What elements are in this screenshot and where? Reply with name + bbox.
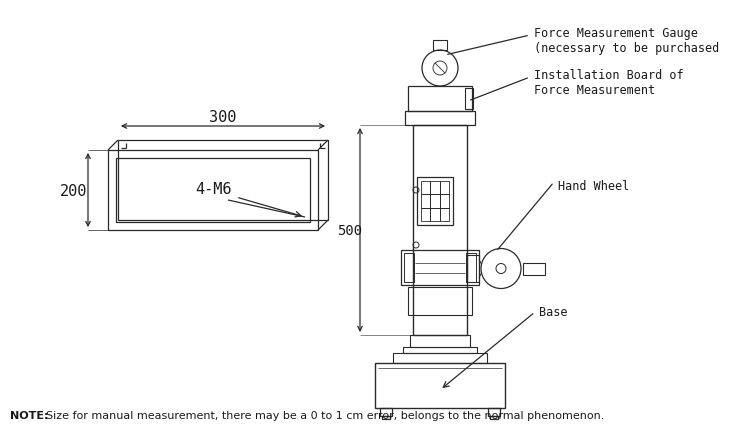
Text: Hand Wheel: Hand Wheel	[558, 179, 629, 192]
Bar	[417, 178, 453, 225]
Bar	[466, 253, 476, 283]
Bar	[413, 126, 467, 335]
Text: Base: Base	[539, 306, 568, 319]
Bar	[440, 195, 449, 208]
Bar	[404, 253, 414, 283]
Text: 200: 200	[60, 183, 88, 198]
Bar	[380, 408, 392, 416]
Bar	[467, 255, 479, 283]
Bar	[393, 353, 487, 363]
Bar	[405, 112, 475, 126]
Bar	[408, 287, 472, 315]
Text: Size for manual measurement, there may be a 0 to 1 cm error, belongs to the norm: Size for manual measurement, there may b…	[46, 410, 605, 420]
Bar	[490, 416, 498, 419]
Bar	[410, 335, 470, 347]
Bar	[488, 408, 500, 416]
Bar	[440, 181, 449, 195]
Bar	[382, 416, 390, 419]
Bar	[430, 181, 439, 195]
Bar	[401, 250, 479, 286]
Bar	[118, 141, 328, 221]
Text: 4-M6: 4-M6	[195, 181, 231, 196]
Bar	[430, 195, 439, 208]
Bar	[375, 363, 505, 408]
Bar	[116, 159, 310, 222]
Bar	[440, 208, 449, 221]
Bar	[403, 347, 477, 353]
Text: Force Measurement Gauge
(necessary to be purchased: Force Measurement Gauge (necessary to be…	[534, 27, 719, 55]
Bar	[421, 208, 430, 221]
Bar	[523, 263, 545, 275]
Bar	[433, 41, 447, 51]
Bar	[421, 181, 430, 195]
Text: 500: 500	[338, 224, 362, 237]
Bar	[108, 150, 318, 230]
Bar	[430, 208, 439, 221]
Text: NOTE:: NOTE:	[10, 410, 49, 420]
Bar	[408, 87, 472, 112]
Bar	[465, 89, 473, 110]
Text: Installation Board of
Force Measurement: Installation Board of Force Measurement	[534, 69, 683, 97]
Text: 300: 300	[209, 109, 237, 124]
Bar	[421, 195, 430, 208]
